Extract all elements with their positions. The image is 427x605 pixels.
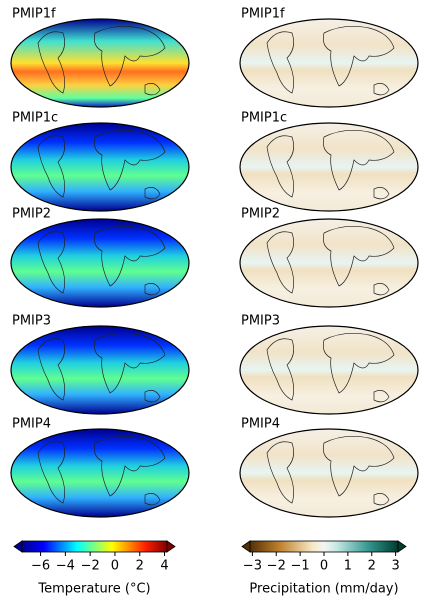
- coastline: [37, 26, 166, 96]
- coastline: [266, 436, 395, 506]
- map: [10, 325, 190, 415]
- map: [239, 218, 419, 308]
- colorbar-label: Precipitation (mm/day): [249, 582, 398, 597]
- colorbar-extend: [13, 540, 23, 553]
- tick-label: 4: [160, 559, 168, 574]
- tick-label: −2: [81, 559, 100, 574]
- tick-label: 2: [368, 559, 376, 574]
- tick-label: −4: [56, 559, 75, 574]
- map-label: PMIP1f: [12, 7, 56, 22]
- map-label: PMIP2: [241, 207, 280, 222]
- tick-label: −6: [31, 559, 50, 574]
- tick-label: 3: [391, 559, 399, 574]
- coastline: [37, 333, 166, 403]
- map: [10, 218, 190, 308]
- colorbar: [21, 540, 168, 553]
- tick-label: 0: [320, 559, 328, 574]
- coastline: [266, 26, 395, 96]
- map-label: PMIP4: [241, 417, 280, 432]
- map: [10, 428, 190, 518]
- tick-label: 0: [111, 559, 119, 574]
- map: [239, 325, 419, 415]
- map-label: PMIP2: [12, 207, 51, 222]
- coastline: [37, 436, 166, 506]
- colorbar-label: Temperature (°C): [37, 582, 150, 597]
- coastline: [266, 226, 395, 296]
- map-label: PMIP4: [12, 417, 51, 432]
- map: [10, 122, 190, 212]
- tick-label: 1: [344, 559, 352, 574]
- map: [239, 18, 419, 108]
- coastline: [266, 333, 395, 403]
- tick-label: −2: [267, 559, 286, 574]
- tick-label: 2: [136, 559, 144, 574]
- map-label: PMIP1f: [241, 7, 285, 22]
- coastline: [37, 130, 166, 200]
- map-label: PMIP3: [241, 314, 280, 329]
- map-label: PMIP1c: [241, 111, 287, 126]
- tick-label: −3: [243, 559, 262, 574]
- coastline: [37, 226, 166, 296]
- map: [239, 122, 419, 212]
- colorbar-extend: [166, 540, 176, 553]
- coastline: [266, 130, 395, 200]
- tick-label: −1: [291, 559, 310, 574]
- map-label: PMIP1c: [12, 111, 58, 126]
- colorbar: [249, 540, 399, 553]
- colorbar-extend: [241, 540, 251, 553]
- colorbar-extend: [397, 540, 407, 553]
- map: [239, 428, 419, 518]
- map-label: PMIP3: [12, 314, 51, 329]
- map: [10, 18, 190, 108]
